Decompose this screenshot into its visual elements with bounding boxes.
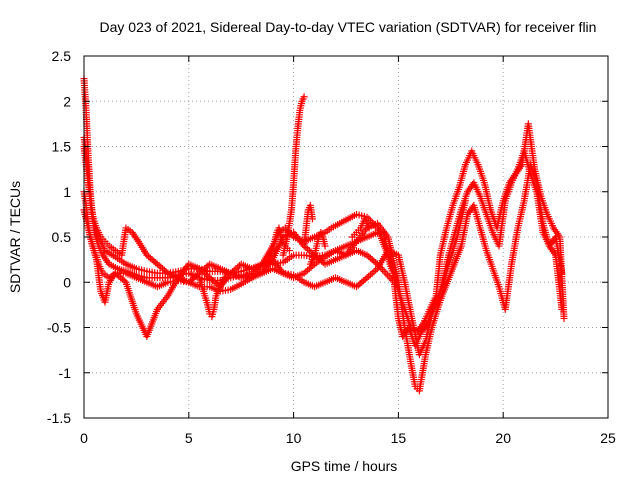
x-axis-label: GPS time / hours	[291, 458, 398, 474]
data-series	[306, 228, 329, 268]
data-point	[560, 314, 568, 322]
y-axis-label: SDTVAR / TECUs	[7, 181, 23, 293]
y-tick-label: 1.5	[52, 139, 72, 155]
y-tick-label: 2	[63, 93, 71, 109]
plot-area	[80, 75, 568, 395]
data-point	[461, 197, 469, 205]
data-series	[300, 201, 316, 250]
data-series	[264, 224, 293, 268]
y-tick-label: -1.5	[47, 410, 71, 426]
data-series	[80, 197, 469, 350]
x-tick-label: 5	[185, 430, 193, 446]
plot-frame	[83, 55, 609, 419]
grid	[84, 56, 608, 418]
y-tick-label: 0	[63, 274, 71, 290]
x-tick-label: 10	[286, 430, 302, 446]
y-tick-label: -0.5	[47, 320, 71, 336]
x-tick-label: 25	[600, 430, 616, 446]
data-point	[365, 224, 373, 232]
data-point	[321, 242, 329, 250]
data-series	[348, 215, 373, 241]
data-point	[261, 264, 269, 272]
data-point	[384, 271, 392, 279]
data-point	[308, 215, 316, 223]
data-point	[260, 266, 268, 274]
y-tick-label: 0.5	[52, 229, 72, 245]
data-point	[382, 269, 390, 277]
y-tick-label: 1	[63, 184, 71, 200]
y-tick-label: 2.5	[52, 48, 72, 64]
axis-ticks: 0 5 10 15 20 25 -1.5 -1 -0.5 0 0.5 1 1.5 2 2.5	[47, 48, 616, 446]
data-point	[558, 305, 566, 313]
x-tick-label: 20	[495, 430, 511, 446]
x-tick-label: 15	[391, 430, 407, 446]
chart-title: Day 023 of 2021, Sidereal Day-to-day VTE…	[100, 19, 597, 35]
data-series	[195, 274, 228, 321]
data-point	[220, 274, 228, 282]
data-point	[300, 93, 308, 101]
data-point	[394, 278, 402, 286]
x-tick-label: 0	[80, 430, 88, 446]
data-point	[285, 247, 293, 255]
data-point	[380, 267, 388, 275]
data-series	[279, 93, 308, 259]
data-point	[258, 267, 266, 275]
y-tick-label: -1	[59, 365, 72, 381]
